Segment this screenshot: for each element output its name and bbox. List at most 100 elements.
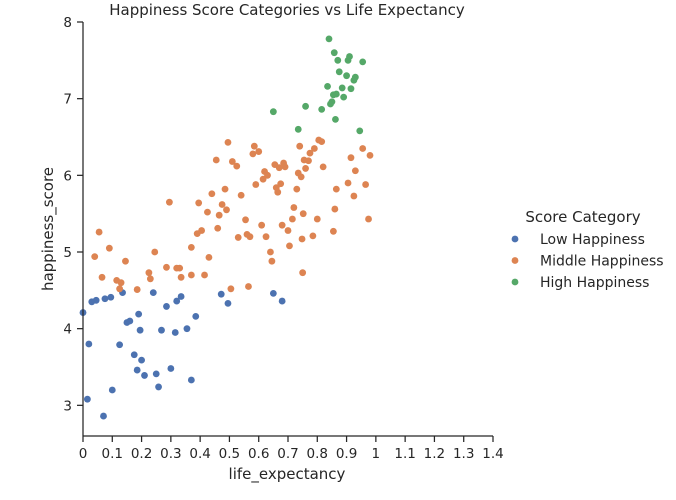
legend-marker <box>511 257 519 264</box>
data-point <box>107 293 115 301</box>
data-point <box>344 179 352 187</box>
x-tick-label: 0.2 <box>131 446 152 462</box>
data-point <box>310 145 318 152</box>
y-tick-label: 8 <box>63 15 72 31</box>
data-point <box>158 326 165 334</box>
data-point <box>359 58 367 66</box>
y-tick-label: 6 <box>63 168 72 184</box>
data-point <box>108 386 116 394</box>
data-point <box>85 340 93 348</box>
data-point <box>274 188 282 196</box>
y-tick-label: 3 <box>63 398 72 414</box>
legend-label: Middle Happiness <box>540 254 664 270</box>
data-point <box>359 145 367 152</box>
y-tick-label: 7 <box>63 92 72 108</box>
data-point <box>221 185 229 193</box>
data-point <box>215 211 223 219</box>
data-point <box>146 275 154 283</box>
data-point <box>362 181 370 188</box>
data-point <box>269 290 277 297</box>
data-point <box>356 127 364 135</box>
chart-title: Happiness Score Categories vs Life Expec… <box>109 1 465 19</box>
data-point <box>302 165 309 172</box>
data-point <box>288 215 296 223</box>
data-point <box>293 185 301 193</box>
data-point <box>83 395 91 403</box>
data-point <box>306 149 314 157</box>
data-point <box>163 303 170 310</box>
data-point <box>192 313 200 320</box>
data-point <box>224 299 232 307</box>
legend: Score Category Low Happiness Middle Happi… <box>511 208 664 291</box>
x-tick-label: 0 <box>79 446 88 462</box>
data-point <box>152 370 160 378</box>
legend-marker <box>511 278 519 286</box>
data-point <box>305 157 312 165</box>
data-point <box>141 372 148 379</box>
data-point <box>136 326 144 334</box>
data-point <box>204 208 211 216</box>
x-tick-label: 0.1 <box>102 446 123 462</box>
data-point <box>116 285 124 293</box>
data-point <box>151 248 159 256</box>
data-point <box>101 295 109 303</box>
x-tick-label: 0.4 <box>189 446 210 462</box>
data-point <box>250 142 258 150</box>
data-point <box>347 85 355 93</box>
data-point <box>177 273 185 281</box>
data-point <box>163 263 170 271</box>
data-point <box>262 233 270 241</box>
data-point <box>201 271 208 279</box>
data-point <box>332 115 339 123</box>
data-point <box>133 286 141 293</box>
y-axis-label: happiness_score <box>39 167 58 291</box>
data-point <box>299 210 307 218</box>
data-point <box>267 248 274 256</box>
data-point <box>286 242 293 250</box>
data-point <box>177 293 185 300</box>
data-point <box>227 285 235 293</box>
data-point <box>318 106 326 113</box>
data-point <box>138 356 145 364</box>
data-point <box>126 317 134 325</box>
legend-title: Score Category <box>525 208 640 226</box>
data-point <box>183 325 191 333</box>
x-tick-label: 1.1 <box>394 446 415 462</box>
data-point <box>255 148 263 155</box>
legend-marker <box>511 235 519 243</box>
data-point <box>92 296 100 304</box>
x-tick-label: 1 <box>372 446 381 462</box>
data-point <box>309 232 317 240</box>
legend-label: High Happiness <box>540 275 649 291</box>
data-point <box>318 138 326 146</box>
data-point <box>297 173 305 181</box>
data-point <box>233 162 241 170</box>
data-point <box>302 102 309 110</box>
data-point <box>218 201 226 208</box>
data-point <box>329 227 337 235</box>
data-point <box>187 376 195 384</box>
data-point <box>294 125 302 133</box>
data-point <box>351 167 359 175</box>
data-point <box>224 138 232 146</box>
data-point <box>259 175 267 183</box>
data-point <box>249 150 257 158</box>
data-point <box>346 53 353 60</box>
data-point <box>205 253 213 261</box>
data-point <box>214 224 222 232</box>
data-point <box>135 310 143 318</box>
data-point <box>122 257 129 265</box>
data-point <box>281 163 289 171</box>
x-tick-label: 0.9 <box>336 446 357 462</box>
x-tick-label: 1.4 <box>482 446 503 462</box>
data-point <box>195 199 203 207</box>
data-point <box>338 84 346 92</box>
data-point <box>328 98 336 106</box>
y-tick-label: 5 <box>63 245 72 261</box>
data-point <box>340 93 348 101</box>
data-point <box>245 283 252 290</box>
data-point <box>278 221 286 229</box>
data-point <box>347 154 355 162</box>
data-point <box>95 228 103 236</box>
